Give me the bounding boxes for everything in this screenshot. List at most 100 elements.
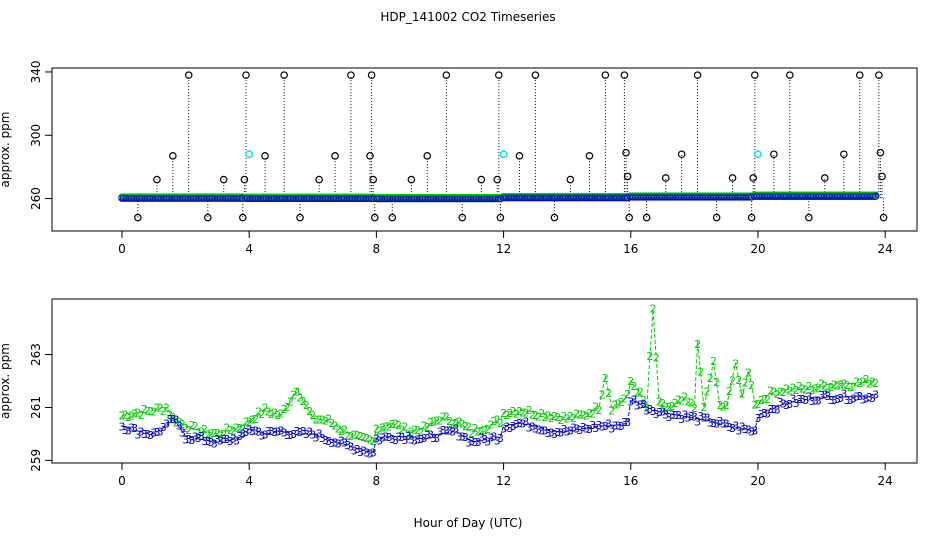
series-3-marker: 3 (252, 424, 259, 437)
outlier-point (423, 152, 432, 160)
series-2-marker: 2 (653, 351, 660, 364)
series-3-marker: 3 (739, 421, 746, 434)
series-2-marker: 2 (859, 376, 866, 389)
series-2-marker: 2 (656, 396, 663, 409)
series-2-marker: 2 (783, 382, 790, 395)
series-2-marker: 2 (828, 381, 835, 394)
series-3-marker: 3 (688, 410, 695, 423)
top-data-layer (118, 71, 888, 222)
series-3-marker: 3 (325, 435, 332, 448)
series-3-marker: 3 (659, 405, 666, 418)
y-tick-label: 340 (29, 61, 43, 84)
series-3-marker: 3 (500, 422, 507, 435)
series-3-marker: 3 (545, 427, 552, 440)
series-3-marker: 3 (424, 429, 431, 442)
series-3-marker: 3 (672, 409, 679, 422)
series-2-marker: 2 (599, 388, 606, 401)
series-3-marker: 3 (615, 419, 622, 432)
series-2-marker: 2 (497, 417, 504, 430)
y-tick-label: 259 (29, 449, 43, 472)
x-tick-label: 24 (878, 474, 893, 488)
series-2-marker: 2 (459, 418, 466, 431)
series-2-marker: 2 (118, 409, 125, 422)
series-3-marker: 3 (809, 395, 816, 408)
series-2-marker: 2 (573, 408, 580, 421)
series-3-marker: 3 (656, 406, 663, 419)
series-3-marker: 3 (802, 394, 809, 407)
series-3-marker: 3 (586, 423, 593, 436)
series-2-marker: 2 (153, 402, 160, 415)
series-2-marker: 2 (335, 423, 342, 436)
series-3-marker: 3 (354, 443, 361, 456)
series-2-marker: 2 (328, 417, 335, 430)
series-2-marker: 2 (592, 401, 599, 414)
flagged-point (754, 150, 762, 159)
series-3-marker: 3 (716, 415, 723, 428)
series-2-marker: 2 (802, 384, 809, 397)
series-3-marker: 3 (793, 397, 800, 410)
series-3-marker: 3 (370, 446, 377, 459)
series-2-marker: 2 (704, 385, 711, 398)
series-2-marker: 2 (176, 416, 183, 429)
series-3-marker: 3 (376, 435, 383, 448)
series-2-marker: 2 (745, 367, 752, 380)
outlier-point (169, 152, 177, 160)
series-2-marker: 2 (611, 399, 618, 412)
outlier-point (550, 213, 559, 222)
series-3-marker: 3 (179, 427, 186, 440)
series-3-marker: 3 (735, 424, 742, 437)
series-2-marker: 2 (214, 427, 221, 440)
series-3-marker: 3 (618, 420, 625, 433)
series-3-marker: 3 (681, 409, 688, 422)
series-3-marker: 3 (713, 418, 720, 431)
series-2-marker: 2 (351, 428, 358, 441)
series-2-marker: 2 (379, 422, 386, 435)
flagged-point (245, 150, 254, 159)
series-3-marker: 3 (360, 445, 367, 458)
series-2-marker: 2 (252, 413, 259, 426)
series-3-marker: 3 (678, 413, 685, 426)
series-2-marker: 2 (713, 376, 720, 389)
series-2-marker: 2 (436, 415, 443, 428)
series-3-marker: 3 (710, 417, 717, 430)
series-2-marker: 2 (287, 395, 294, 408)
series-2-marker: 2 (840, 378, 847, 391)
outlier-point (876, 148, 885, 157)
series-3-marker: 3 (192, 431, 199, 444)
series-2-marker: 2 (646, 350, 653, 363)
series-3-marker: 3 (866, 391, 873, 404)
series-3-marker: 3 (573, 423, 580, 436)
bottom-data-layer: 2222222222222222222222222222222222222222… (118, 302, 879, 460)
series-2-marker: 2 (650, 302, 657, 315)
series-2-marker: 2 (185, 424, 192, 437)
series-3-marker: 3 (255, 425, 262, 438)
series-3-marker: 3 (449, 425, 456, 438)
series-2-marker: 2 (707, 372, 714, 385)
series-3-marker: 3 (821, 388, 828, 401)
series-2-marker: 2 (363, 432, 370, 445)
series-3-marker: 3 (236, 430, 243, 443)
series-2-marker: 2 (376, 425, 383, 438)
series-2-marker: 2 (182, 422, 189, 435)
outlier-point (805, 213, 813, 222)
series-3-marker: 3 (844, 394, 851, 407)
series-3-marker: 3 (284, 429, 291, 442)
series-3-marker: 3 (332, 436, 339, 449)
series-3-marker: 3 (357, 446, 364, 459)
series-2-marker: 2 (487, 418, 494, 431)
series-3-marker: 3 (141, 428, 148, 441)
series-3-marker: 3 (831, 394, 838, 407)
series-3-marker: 3 (430, 432, 437, 445)
series-2-marker: 2 (735, 374, 742, 387)
series-2-marker: 2 (220, 428, 227, 441)
series-3-marker: 3 (309, 428, 316, 441)
series-3-marker: 3 (863, 393, 870, 406)
x-tick-label: 24 (878, 242, 893, 256)
series-2-marker: 2 (605, 387, 612, 400)
series-2-marker: 2 (630, 380, 637, 393)
series-3-marker: 3 (605, 418, 612, 431)
series-3-line (121, 393, 876, 453)
series-3-marker: 3 (554, 426, 561, 439)
series-2-marker: 2 (583, 409, 590, 422)
series-3-marker: 3 (761, 407, 768, 420)
